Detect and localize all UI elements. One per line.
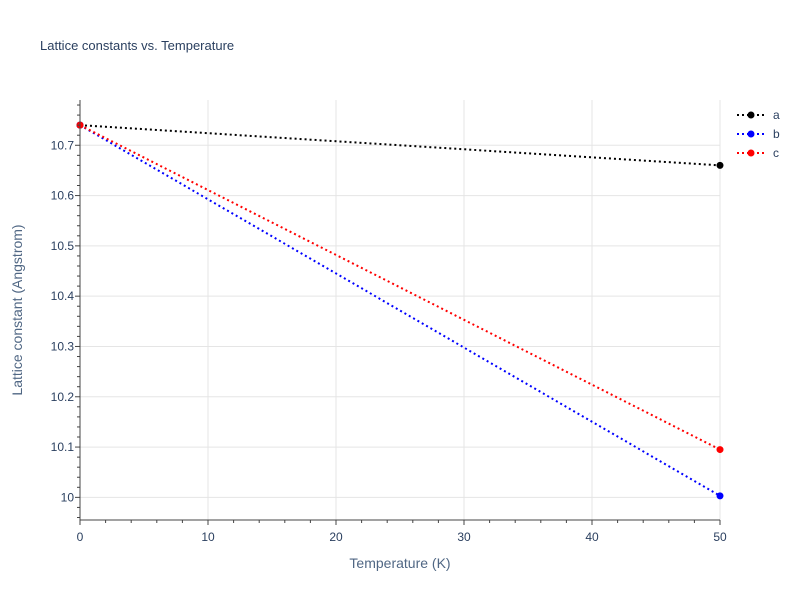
legend-label-b: b [773,127,780,141]
data-point-a [716,161,724,169]
series-line-a [79,124,721,167]
legend-item-a[interactable]: a [737,108,780,122]
tick-labels: 0 10 20 30 40 50 10 10.1 10.2 10.3 10.4 10.5 10.6 10.… [51,138,727,544]
axes [75,100,721,525]
y-tick-label: 10.4 [51,289,75,303]
y-tick-label: 10.7 [51,138,75,152]
y-tick-label: 10.2 [51,390,75,404]
grid-lines [80,100,721,520]
y-tick-label: 10 [61,490,75,504]
legend-marker-c [747,149,755,157]
legend-label-a: a [773,108,780,122]
chart-title: Lattice constants vs. Temperature [40,38,234,53]
series-line-c [79,124,721,451]
x-tick-label: 40 [585,530,599,544]
y-tick-label: 10.6 [51,189,75,203]
y-tick-label: 10.5 [51,239,75,253]
legend[interactable]: abc [737,108,780,160]
y-axis-title: Lattice constant (Angstrom) [9,224,25,395]
data-point-c [716,446,724,454]
series-lines [76,121,724,500]
legend-marker-b [747,130,755,138]
data-point-b [716,492,724,500]
y-tick-label: 10.1 [51,440,75,454]
x-tick-label: 0 [77,530,84,544]
y-tick-label: 10.3 [51,339,75,353]
legend-item-c[interactable]: c [737,146,779,160]
series-line-b [79,124,721,497]
x-tick-label: 30 [457,530,471,544]
x-tick-label: 20 [329,530,343,544]
legend-marker-a [747,111,755,119]
x-axis-title: Temperature (K) [349,555,450,571]
legend-item-b[interactable]: b [737,127,780,141]
legend-label-c: c [773,146,779,160]
x-tick-label: 50 [713,530,727,544]
x-tick-label: 10 [201,530,215,544]
